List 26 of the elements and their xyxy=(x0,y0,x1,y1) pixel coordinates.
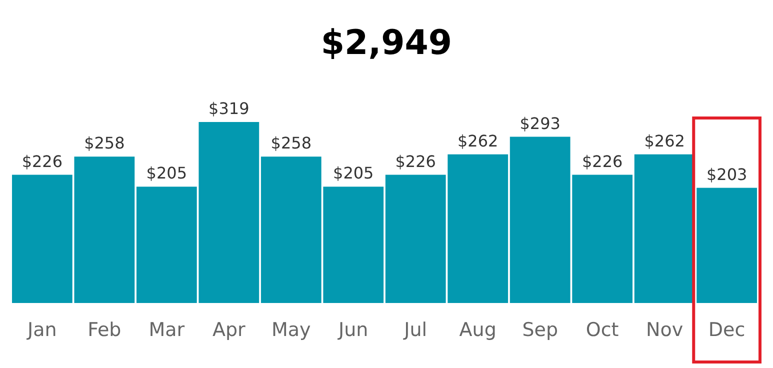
data-label: $203 xyxy=(706,164,748,184)
x-tick-label: May xyxy=(272,319,311,341)
data-label: $293 xyxy=(520,114,560,133)
bar xyxy=(696,188,757,303)
x-tick-label: Jul xyxy=(403,319,428,341)
chart-title: $2,949 xyxy=(320,23,452,63)
x-tick-label: Feb xyxy=(88,319,122,341)
data-label: $205 xyxy=(146,164,188,183)
x-tick-label: Oct xyxy=(586,319,619,341)
x-tick-label: Dec xyxy=(708,319,746,341)
data-label: $258 xyxy=(84,134,125,153)
data-label: $226 xyxy=(22,152,63,171)
x-tick-label: Aug xyxy=(459,319,496,341)
data-label: $226 xyxy=(395,152,436,171)
x-tick-label: Jan xyxy=(26,319,57,341)
x-tick-label: Apr xyxy=(212,319,246,341)
x-tick-label: Sep xyxy=(522,319,558,341)
x-tick-label: Jun xyxy=(338,319,368,341)
data-label: $262 xyxy=(644,131,685,150)
data-label: $205 xyxy=(333,164,374,183)
x-tick-label: Mar xyxy=(148,319,185,341)
data-label: $319 xyxy=(208,99,250,118)
x-tick-label: Nov xyxy=(646,319,684,341)
data-label: $226 xyxy=(582,152,623,171)
data-label: $258 xyxy=(270,134,312,153)
data-label: $262 xyxy=(458,131,498,150)
